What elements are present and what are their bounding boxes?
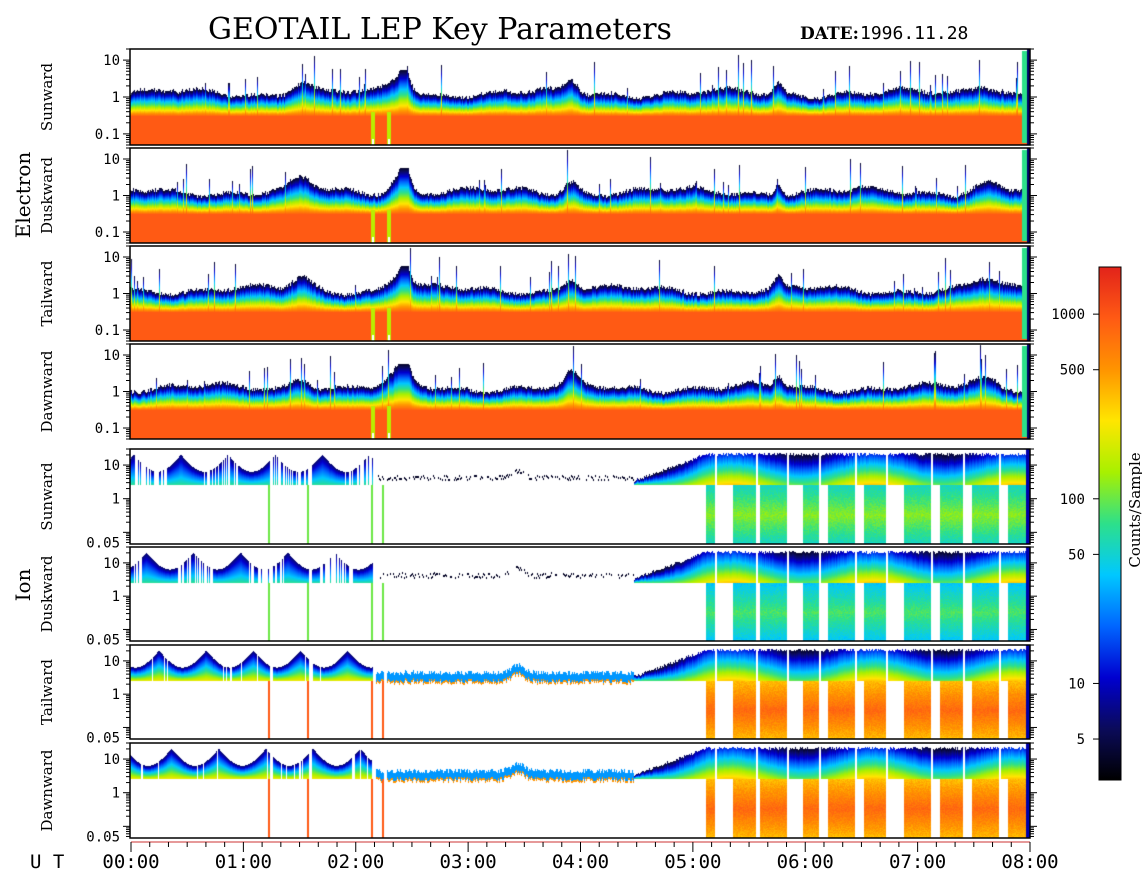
y-tick-label: 0.05: [86, 632, 120, 648]
panel-heatmap: [130, 49, 1030, 145]
panel-direction-label: Dawnward: [38, 350, 56, 432]
y-tick-label: 0.1: [95, 127, 120, 143]
y-tick-label: 0.1: [95, 323, 120, 339]
panel-electron-tailward: Tailward 10 1 0.1: [38, 245, 1037, 342]
panel-heatmap: [130, 449, 1030, 544]
colorbar-tick-label: 500: [1060, 363, 1085, 379]
group-label-electron: Electron: [11, 152, 35, 239]
panel-direction-label: Duskward: [38, 555, 56, 632]
y-tick-label: 10: [103, 556, 120, 572]
date-label: DATE:: [800, 24, 859, 44]
x-tick-label: 08:00: [1001, 851, 1058, 873]
colorbar-label: Counts/Sample: [1126, 452, 1142, 567]
y-tick-label: 10: [103, 53, 120, 69]
y-tick-label: 1: [112, 492, 120, 508]
y-tick-label: 1: [112, 287, 120, 303]
x-tick-label: 05:00: [664, 851, 721, 873]
panel-direction-label: Sunward: [38, 63, 56, 132]
panel-ion-tailward: Tailward 10 1 0.05: [38, 644, 1037, 746]
y-tick-label: 10: [103, 752, 120, 768]
panel-frame: [129, 644, 1031, 740]
panel-ion-dawnward: Dawnward 10 1 0.05: [38, 742, 1037, 845]
colorbar-gradient: [1098, 266, 1122, 781]
panel-direction-label: Sunward: [38, 462, 56, 531]
panel-heatmap: [130, 743, 1030, 838]
y-tick-label: 10: [103, 654, 120, 670]
y-tick-label: 0.1: [95, 421, 120, 437]
x-tick-label: 04:00: [552, 851, 609, 873]
x-tick-label: 00:00: [102, 851, 159, 873]
y-tick-label: 10: [103, 348, 120, 364]
ut-label: U T: [30, 851, 64, 873]
colorbar: 1000 500 100 50 10 5 Counts/Sample: [1051, 266, 1142, 781]
panel-direction-label: Dawnward: [38, 749, 56, 831]
colorbar-tick-label: 1000: [1051, 307, 1085, 323]
y-tick-label: 0.1: [95, 225, 120, 241]
panel-frame: [129, 448, 1031, 545]
y-tick-label: 10: [103, 250, 120, 266]
x-tick-label: 01:00: [215, 851, 272, 873]
panel-heatmap: [130, 148, 1030, 243]
y-tick-label: 1: [112, 90, 120, 106]
x-tick-label: 07:00: [889, 851, 946, 873]
colorbar-tick-label: 100: [1060, 492, 1085, 508]
panel-frame: [129, 546, 1031, 642]
panel-direction-label: Tailward: [38, 659, 56, 725]
y-tick-label: 10: [103, 458, 120, 474]
group-label-ion: Ion: [11, 568, 35, 601]
y-tick-label: 1: [112, 687, 120, 703]
time-axis: 00:00 01:00 02:00 03:00 04:00 05:00 06:00 07:00…: [102, 841, 1059, 873]
date-value: 1996.11.28: [860, 23, 968, 44]
colorbar-tick-label: 50: [1068, 547, 1085, 563]
panel-heatmap: [130, 246, 1030, 341]
panel-heatmap: [130, 645, 1030, 739]
colorbar-tick-label: 5: [1077, 732, 1085, 748]
y-tick-label: 10: [103, 152, 120, 168]
y-tick-label: 0.05: [86, 730, 120, 746]
y-tick-label: 1: [112, 385, 120, 401]
y-tick-label: 1: [112, 786, 120, 802]
panel-electron-dawnward: Dawnward 10 1 0.1: [38, 343, 1037, 440]
y-tick-label: 0.05: [86, 535, 120, 551]
panel-direction-label: Duskward: [38, 157, 56, 234]
x-tick-label: 06:00: [777, 851, 834, 873]
y-tick-label: 1: [112, 589, 120, 605]
panel-direction-label: Tailward: [38, 260, 56, 326]
colorbar-tick-label: 10: [1068, 676, 1085, 692]
x-tick-label: 02:00: [327, 851, 384, 873]
panel-electron-duskward: Duskward 10 1 0.1: [38, 147, 1037, 244]
panel-heatmap: [130, 344, 1030, 439]
panel-frame: [129, 742, 1031, 839]
panel-stack: Sunward 10 1 0.1 Duskward 10 1 0.1 Tailward 10 1 0.…: [38, 48, 1037, 845]
colorbar-ticks: 1000 500 100 50 10 5: [1051, 307, 1099, 748]
y-tick-label: 1: [112, 189, 120, 205]
y-tick-label: 0.05: [86, 829, 120, 845]
chart-title: GEOTAIL LEP Key Parameters: [208, 12, 672, 47]
panel-ion-duskward: Duskward 10 1 0.05: [38, 546, 1037, 648]
panel-heatmap: [130, 547, 1030, 641]
panel-electron-sunward: Sunward 10 1 0.1: [38, 48, 1037, 146]
panel-ion-sunward: Sunward 10 1 0.05: [38, 448, 1037, 551]
x-tick-label: 03:00: [440, 851, 497, 873]
